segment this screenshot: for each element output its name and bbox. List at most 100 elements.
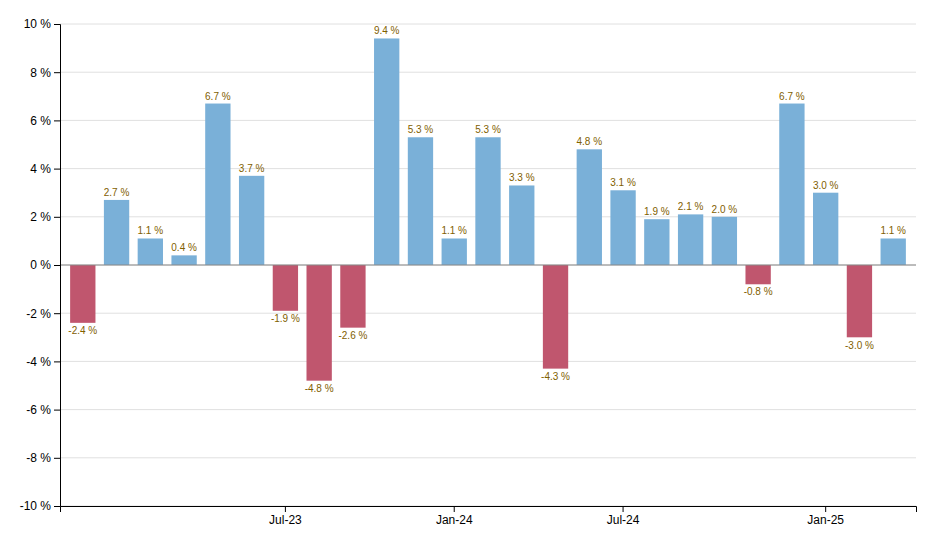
data-label: 9.4 %: [374, 25, 400, 36]
data-label: 6.7 %: [205, 91, 231, 102]
data-label: 2.0 %: [712, 204, 738, 215]
tick-label: -10 %: [20, 499, 52, 513]
data-label: 0.4 %: [171, 242, 197, 253]
bar: [712, 217, 737, 265]
tick-mark: [54, 410, 60, 411]
tick-label: Jul-23: [269, 513, 302, 527]
bar: [171, 255, 196, 265]
tick-label: -4 %: [26, 355, 51, 369]
tick-label: 8 %: [30, 66, 51, 80]
data-label: -2.6 %: [338, 330, 367, 341]
chart: -10 % -8 % -6 % -4 % -2 % 0 % 2 % 4 % 6 % 8 % 10 %…: [0, 0, 940, 550]
tick-label: 4 %: [30, 162, 51, 176]
tick: 4 %: [30, 162, 60, 176]
axis-line: [61, 507, 917, 513]
x-axis: Jul-23 Jan-24 Jul-24 Jan-25: [61, 506, 917, 527]
tick: Jan-24: [436, 506, 473, 527]
bar: [374, 38, 399, 265]
bar: [138, 238, 163, 265]
tick: Jul-23: [269, 506, 302, 527]
bar: [610, 190, 635, 265]
tick-mark: [54, 120, 60, 121]
data-label: 3.1 %: [610, 177, 636, 188]
tick-mark: [54, 458, 60, 459]
grid-line: [60, 361, 916, 362]
tick-mark: [54, 265, 60, 266]
tick-label: 6 %: [30, 114, 51, 128]
data-label: 1.9 %: [644, 206, 670, 217]
bar: [509, 185, 534, 265]
tick-mark: [54, 313, 60, 314]
data-label: 3.3 %: [509, 172, 535, 183]
tick: 0 %: [30, 258, 60, 272]
bar: [408, 137, 433, 265]
tick-label: -6 %: [26, 403, 51, 417]
tick-mark: [623, 506, 624, 512]
bar: [340, 265, 365, 328]
tick: Jan-25: [807, 506, 844, 527]
grid-line: [60, 24, 916, 25]
tick-label: 10 %: [24, 17, 52, 31]
bar: [543, 265, 568, 369]
data-label: 2.7 %: [104, 187, 130, 198]
data-label: 4.8 %: [577, 136, 603, 147]
tick-mark: [54, 169, 60, 170]
data-label: 2.1 %: [678, 201, 704, 212]
tick-mark: [825, 506, 826, 512]
bar: [442, 238, 467, 265]
tick-mark: [454, 506, 455, 512]
tick-mark: [54, 217, 60, 218]
data-label: 1.1 %: [441, 225, 467, 236]
tick-mark: [285, 506, 286, 512]
tick-label: -8 %: [26, 451, 51, 465]
tick: -4 %: [26, 355, 60, 369]
data-label: -3.0 %: [845, 340, 874, 351]
plot: -10 % -8 % -6 % -4 % -2 % 0 % 2 % 4 % 6 % 8 % 10 %…: [20, 17, 917, 526]
data-label: -0.8 %: [744, 286, 773, 297]
tick-label: Jul-24: [607, 513, 640, 527]
axis-line: [54, 25, 61, 507]
bar: [881, 238, 906, 265]
tick: 2 %: [30, 210, 60, 224]
tick: 6 %: [30, 114, 60, 128]
data-label: 5.3 %: [408, 124, 434, 135]
bar: [307, 265, 332, 381]
tick: Jul-24: [607, 506, 640, 527]
grid-line: [60, 457, 916, 458]
data-labels: -2.4 %2.7 %1.1 %0.4 %6.7 %3.7 %-1.9 %-4.…: [68, 25, 906, 393]
data-label: 1.1 %: [880, 225, 906, 236]
bar: [205, 104, 230, 265]
tick-label: -2 %: [26, 307, 51, 321]
bar: [104, 200, 129, 265]
tick-label: Jan-25: [807, 513, 844, 527]
grid-line: [60, 313, 916, 314]
tick: -2 %: [26, 307, 60, 321]
zero-line: [60, 265, 916, 266]
bar: [70, 265, 95, 323]
tick-mark: [54, 72, 60, 73]
bar: [813, 193, 838, 265]
data-label: -4.3 %: [541, 371, 570, 382]
bar: [239, 176, 264, 265]
data-label: 3.7 %: [239, 163, 265, 174]
bar: [779, 104, 804, 265]
y-axis: -10 % -8 % -6 % -4 % -2 % 0 % 2 % 4 % 6 % 8 % 10 %: [20, 17, 61, 513]
tick: -8 %: [26, 451, 60, 465]
tick-mark: [54, 24, 60, 25]
tick: 8 %: [30, 66, 60, 80]
tick-label: 0 %: [30, 258, 51, 272]
data-label: 6.7 %: [779, 91, 805, 102]
grid-line: [60, 72, 916, 73]
data-label: 1.1 %: [138, 225, 164, 236]
bar: [475, 137, 500, 265]
tick: -10 %: [20, 499, 60, 513]
tick-mark: [54, 506, 60, 507]
bar: [745, 265, 770, 284]
tick: 10 %: [24, 17, 60, 31]
bar: [678, 214, 703, 265]
data-label: -4.8 %: [305, 383, 334, 394]
data-label: -2.4 %: [68, 325, 97, 336]
bar: [847, 265, 872, 337]
tick: -6 %: [26, 403, 60, 417]
grid-line: [60, 265, 916, 266]
